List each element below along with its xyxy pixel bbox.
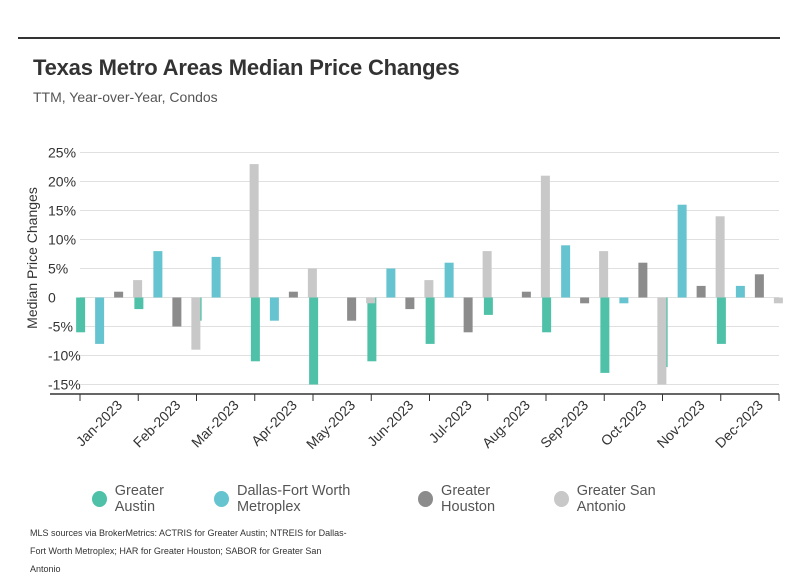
legend-swatch-greater-austin <box>92 491 107 507</box>
legend-label-greater-austin: Greater Austin <box>114 483 164 515</box>
y-tick-label: 5% <box>48 261 68 277</box>
bar-greater-san-antonio-mar-2023 <box>249 164 259 298</box>
chart-subtitle: TTM, Year-over-Year, Condos <box>33 89 218 105</box>
bar-dallas-fort-worth-metroplex-jun-2023 <box>386 268 396 298</box>
bar-greater-san-antonio-sep-2023 <box>599 251 609 298</box>
y-tick-label: 25% <box>48 145 76 161</box>
y-tick-labels: 25% 20% 15% 10% 5% 0 -5% -10% -15% <box>48 145 81 393</box>
x-axis <box>50 393 780 401</box>
bar-greater-houston-jun-2023 <box>405 297 415 310</box>
bar-greater-houston-nov-2023 <box>696 285 706 298</box>
gridlines <box>80 152 779 385</box>
x-tick-label: Apr-2023 <box>248 397 300 449</box>
legend-item-greater-austin: Greater Austin <box>92 483 200 515</box>
y-tick-label: 0 <box>48 290 56 306</box>
bar-greater-san-antonio-aug-2023 <box>540 175 550 298</box>
y-tick-label: 15% <box>48 203 76 219</box>
bar-greater-san-antonio-dec-2023 <box>773 297 783 304</box>
y-tick-label: -10% <box>48 348 81 364</box>
top-rule <box>18 37 780 39</box>
bar-greater-san-antonio-nov-2023 <box>715 216 725 298</box>
x-tick-labels: Jan-2023 Feb-2023 Mar-2023 Apr-2023 May-2023… <box>73 397 767 452</box>
bar-greater-san-antonio-apr-2023 <box>307 268 317 298</box>
x-tick-label: Mar-2023 <box>188 397 242 451</box>
legend-label-greater-san-antonio: Greater San Antonio <box>576 483 656 515</box>
y-tick-label: -5% <box>48 319 73 335</box>
legend-swatch-dallas-fort-worth <box>214 491 229 507</box>
y-tick-label: 10% <box>48 232 76 248</box>
bar-greater-austin-may-2023 <box>309 297 319 385</box>
bar-greater-san-antonio-jun-2023 <box>424 280 434 298</box>
bar-dallas-fort-worth-metroplex-feb-2023 <box>153 251 163 298</box>
bar-greater-austin-apr-2023 <box>250 297 260 362</box>
x-tick-label: Jun-2023 <box>364 397 417 450</box>
bar-dallas-fort-worth-metroplex-nov-2023 <box>677 204 687 298</box>
legend-item-greater-houston: Greater Houston <box>418 483 540 515</box>
bar-greater-houston-sep-2023 <box>580 297 590 304</box>
legend-label-greater-houston: Greater Houston <box>441 483 496 515</box>
bar-dallas-fort-worth-metroplex-dec-2023 <box>735 285 745 298</box>
x-tick-label: Jul-2023 <box>425 397 474 446</box>
bar-greater-san-antonio-may-2023 <box>366 297 376 304</box>
bar-greater-austin-jun-2023 <box>367 297 377 362</box>
legend-item-greater-san-antonio: Greater San Antonio <box>553 483 698 515</box>
bars <box>76 164 783 385</box>
bar-greater-houston-aug-2023 <box>521 291 531 298</box>
bar-greater-austin-oct-2023 <box>600 297 610 373</box>
bar-greater-austin-sep-2023 <box>542 297 552 333</box>
bar-greater-austin-jul-2023 <box>425 297 435 344</box>
x-tick-label: Jan-2023 <box>73 397 126 450</box>
bar-greater-houston-oct-2023 <box>638 262 648 298</box>
chart-title: Texas Metro Areas Median Price Changes <box>33 55 460 80</box>
x-tick-label: Oct-2023 <box>597 397 649 449</box>
bar-dallas-fort-worth-metroplex-jul-2023 <box>444 262 454 298</box>
x-tick-label: Aug-2023 <box>479 397 533 451</box>
legend-label-dallas-fort-worth: Dallas-Fort Worth Metroplex <box>236 483 351 515</box>
bar-dallas-fort-worth-metroplex-mar-2023 <box>211 256 221 298</box>
legend-item-dallas-fort-worth: Dallas-Fort Worth Metroplex <box>214 483 404 515</box>
bar-greater-houston-dec-2023 <box>754 274 764 298</box>
y-axis-label: Median Price Changes <box>24 187 40 329</box>
x-tick-label: Sep-2023 <box>537 397 591 451</box>
bar-dallas-fort-worth-metroplex-oct-2023 <box>619 297 629 304</box>
y-tick-label: -15% <box>48 377 81 393</box>
bar-greater-houston-apr-2023 <box>288 291 298 298</box>
bar-greater-austin-aug-2023 <box>483 297 493 315</box>
bar-dallas-fort-worth-metroplex-sep-2023 <box>561 245 571 298</box>
x-tick-label: Dec-2023 <box>712 397 766 451</box>
bar-greater-san-antonio-jan-2023 <box>133 280 143 298</box>
bar-greater-houston-jan-2023 <box>114 291 124 298</box>
legend-swatch-greater-san-antonio <box>553 491 569 507</box>
bar-greater-san-antonio-jul-2023 <box>482 251 492 298</box>
legend-swatch-greater-houston <box>418 491 434 507</box>
x-tick-label: May-2023 <box>303 397 358 452</box>
bar-greater-houston-feb-2023 <box>172 297 182 327</box>
bar-greater-houston-may-2023 <box>347 297 357 321</box>
bar-greater-san-antonio-feb-2023 <box>191 297 201 350</box>
bar-dallas-fort-worth-metroplex-apr-2023 <box>269 297 279 321</box>
bar-greater-austin-dec-2023 <box>716 297 726 344</box>
source-note: MLS sources via BrokerMetrics: ACTRIS fo… <box>30 528 347 574</box>
bar-greater-san-antonio-oct-2023 <box>657 297 667 385</box>
bar-greater-austin-feb-2023 <box>134 297 144 310</box>
legend: Greater Austin Dallas-Fort Worth Metropl… <box>92 483 712 515</box>
x-tick-label: Nov-2023 <box>654 397 708 451</box>
y-tick-label: 20% <box>48 174 76 190</box>
x-tick-label: Feb-2023 <box>130 397 184 451</box>
bar-dallas-fort-worth-metroplex-jan-2023 <box>95 297 105 344</box>
bar-greater-houston-jul-2023 <box>463 297 473 333</box>
bar-greater-austin-jan-2023 <box>76 297 86 333</box>
